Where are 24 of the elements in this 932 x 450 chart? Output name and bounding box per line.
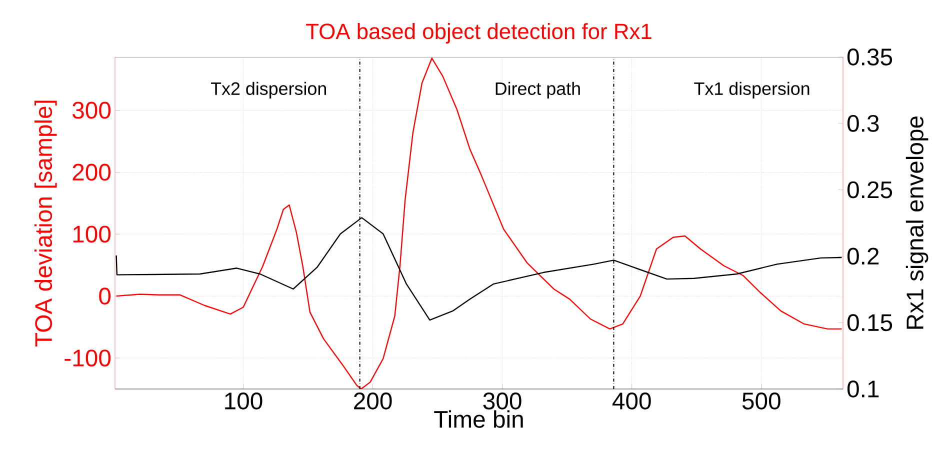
- chart-title: TOA based object detection for Rx1: [306, 23, 652, 44]
- y2-axis-title: Rx1 signal envelope: [906, 116, 928, 329]
- y2-tick-label: 0.3: [847, 114, 879, 132]
- x-tick-label: 300: [483, 392, 522, 410]
- x-tick-label: 500: [742, 392, 780, 410]
- y2-tick-label: 0.25: [847, 181, 892, 198]
- y2-tick-label: 0.2: [847, 248, 879, 265]
- y-tick-label: 300: [72, 102, 111, 119]
- annotation: Tx2 dispersion: [210, 82, 326, 99]
- y2-tick-label: 0.15: [847, 314, 892, 332]
- y-axis-title: TOA deviation [sample]: [34, 100, 57, 347]
- annotation: Direct path: [496, 82, 580, 99]
- x-tick-label: 100: [225, 392, 262, 410]
- x-tick-label: 400: [612, 392, 651, 410]
- y-tick-label: 0: [99, 288, 111, 305]
- line-series: [116, 58, 842, 389]
- y-tick-label: 200: [72, 164, 111, 181]
- x-tick-label: 200: [354, 392, 392, 410]
- y-tick-label: 100: [73, 226, 111, 243]
- x-axis-title: Time bin: [434, 410, 523, 428]
- annotation: Tx1 dispersion: [694, 82, 810, 99]
- y-tick-label: -100: [64, 350, 111, 366]
- y2-tick-label: 0.35: [847, 48, 892, 66]
- y2-tick-label: 0.1: [847, 380, 879, 398]
